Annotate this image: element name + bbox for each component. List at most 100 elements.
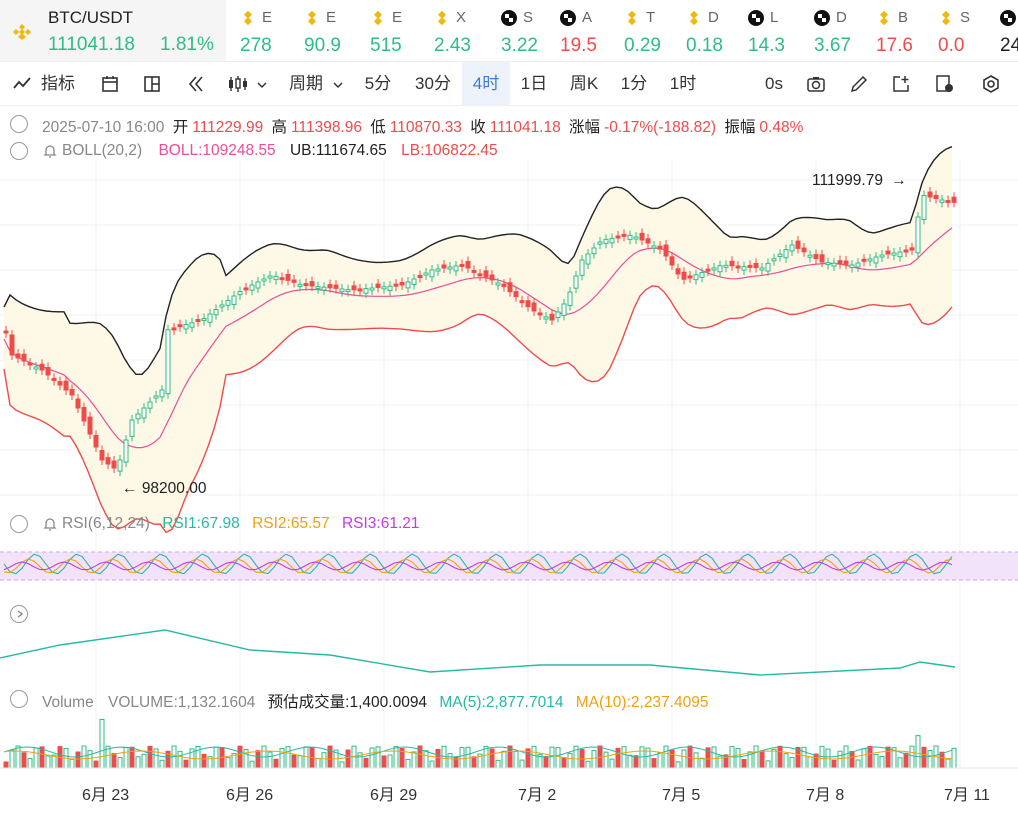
ticker-item-value: 90.9: [304, 35, 341, 56]
chevron-down-icon[interactable]: [332, 79, 344, 91]
gear-icon[interactable]: [981, 74, 1001, 94]
checker-icon: [1000, 10, 1016, 26]
collapse-toggle-icon[interactable]: [10, 115, 28, 133]
binance-icon: [942, 10, 950, 26]
tab-period[interactable]: 1日: [520, 74, 548, 93]
ticker-bar: BTC/USDT 111041.18 1.81% E 278 E 90.9 E 515 X 2…: [0, 0, 1018, 62]
ohlc-low: 110870.33: [389, 119, 462, 136]
ticker-item[interactable]: L 14.3: [734, 0, 800, 61]
ticker-item-name: A: [582, 9, 593, 26]
volume-value: VOLUME:1,132.1604: [108, 694, 256, 711]
ticker-item-name: B: [898, 9, 909, 26]
collapse-toggle-icon[interactable]: [10, 690, 28, 708]
ticker-item[interactable]: B 17.6: [862, 0, 924, 61]
binance-icon: [13, 24, 31, 40]
rewind-icon[interactable]: [186, 74, 206, 94]
ticker-symbol: BTC/USDT: [48, 8, 133, 27]
ticker-item[interactable]: S 0.0: [924, 0, 986, 61]
rsi3: RSI3:61.21: [341, 515, 420, 532]
ohlc-date: 2025-07-10 16:00: [42, 119, 165, 136]
tab-period[interactable]: 30分: [415, 74, 451, 93]
ohlc-close: 111041.18: [489, 119, 561, 136]
tab-period[interactable]: 1分: [620, 74, 648, 93]
ticker-main-symbol[interactable]: BTC/USDT 111041.18 1.81%: [0, 0, 226, 61]
x-axis-label: 7月 8: [806, 787, 845, 804]
ticker-item[interactable]: T 0.29: [610, 0, 672, 61]
ohlc-close-label: 收: [470, 119, 486, 136]
ticker-item-value: 0.0: [938, 35, 965, 56]
ticker-item-name: T: [646, 9, 656, 26]
ticker-item-value: 278: [240, 35, 272, 56]
period-button[interactable]: 周期: [289, 74, 323, 93]
ticker-item-value: 17.6: [876, 35, 913, 56]
layout-icon[interactable]: [142, 74, 162, 94]
volume-estimate: 预估成交量:1,400.0094: [267, 694, 428, 711]
ticker-item[interactable]: E 278: [226, 0, 290, 61]
ohlc-high: 111398.96: [291, 119, 362, 136]
ohlc-amp: 0.48%: [759, 119, 804, 136]
ohlc-open: 111229.99: [192, 119, 264, 136]
collapse-toggle-icon[interactable]: [10, 142, 28, 160]
collapse-toggle-icon[interactable]: [10, 605, 28, 623]
ticker-item-value: 3.67: [814, 35, 851, 56]
bell-icon[interactable]: [42, 516, 58, 532]
volume-ma5: MA(5):2,877.7014: [439, 694, 564, 711]
x-axis-label: 6月 23: [82, 787, 130, 804]
binance-icon: [880, 10, 888, 26]
collapse-toggle-icon[interactable]: [10, 515, 28, 533]
ticker-item-name: X: [456, 9, 467, 26]
indicator-button[interactable]: 指标: [41, 74, 75, 93]
x-axis-label: 7月 5: [662, 787, 701, 804]
ohlc-high-label: 高: [271, 119, 288, 136]
ohlc-low-label: 低: [370, 119, 386, 136]
bell-icon[interactable]: [42, 143, 58, 159]
ticker-change: 1.81%: [160, 34, 214, 55]
ohlc-chg-label: 涨幅: [569, 119, 601, 136]
camera-icon[interactable]: [806, 74, 826, 94]
binance-icon: [438, 10, 446, 26]
candle-type-icon[interactable]: [227, 74, 249, 94]
volume-info: Volume VOLUME:1,132.1604 预估成交量:1,400.009…: [42, 690, 712, 712]
ticker-item[interactable]: X 2.43: [420, 0, 487, 61]
chevron-down-icon[interactable]: [256, 79, 268, 91]
binance-icon: [244, 10, 252, 26]
ticker-item[interactable]: D 3.67: [800, 0, 862, 61]
binance-icon: [374, 10, 382, 26]
x-axis-label: 7月 2: [518, 787, 557, 804]
ticker-item-value: 14.3: [748, 35, 785, 56]
ohlc-info: 2025-07-10 16:00 开 111229.99 高 111398.96 低…: [42, 115, 807, 137]
chart-toolbar: 指标 周期 5分 30分 4时 1日 周K 1分 1时 0s: [0, 62, 1018, 106]
checker-icon: [501, 10, 517, 26]
high-marker: 111999.79 →: [812, 172, 907, 189]
ticker-item[interactable]: D 0.18: [672, 0, 734, 61]
volume-ma10: MA(10):2,237.4095: [575, 694, 709, 711]
ticker-item-name: E: [392, 9, 403, 26]
rsi2: RSI2:65.57: [252, 515, 330, 532]
add-drawing-icon[interactable]: [891, 74, 911, 94]
x-axis-label: 6月 29: [370, 787, 418, 804]
ticker-item-value: 19.5: [560, 35, 597, 56]
x-axis-label: 6月 26: [226, 787, 274, 804]
low-marker: ← 98200.00: [122, 480, 207, 497]
tab-period[interactable]: 周K: [569, 74, 599, 93]
settings-layer-icon[interactable]: [935, 74, 955, 94]
tab-period[interactable]: 5分: [364, 74, 392, 93]
ticker-item-value: 2.43: [434, 35, 471, 56]
boll-name: BOLL(20,2): [62, 142, 143, 159]
ticker-item[interactable]: 24.: [986, 0, 1018, 61]
pencil-icon[interactable]: [849, 74, 869, 94]
ticker-item-value: 24.: [1000, 35, 1018, 56]
tab-period[interactable]: 1时: [669, 74, 697, 93]
tab-period[interactable]: 4时: [462, 62, 510, 106]
boll-mid: BOLL:109248.55: [158, 142, 276, 159]
ticker-item[interactable]: E 90.9: [290, 0, 356, 61]
ticker-item[interactable]: E 515: [356, 0, 420, 61]
rsi-info: RSI(6,12,24) RSI1:67.98 RSI2:65.57 RSI3:…: [62, 515, 424, 533]
x-axis-label: 7月 11: [944, 787, 990, 804]
boll-ub: UB:111674.65: [289, 142, 387, 159]
indicator-icon[interactable]: [12, 74, 32, 94]
calendar-icon[interactable]: [100, 74, 120, 94]
ticker-item[interactable]: A 19.5: [546, 0, 610, 61]
ticker-item[interactable]: S 3.22: [487, 0, 546, 61]
